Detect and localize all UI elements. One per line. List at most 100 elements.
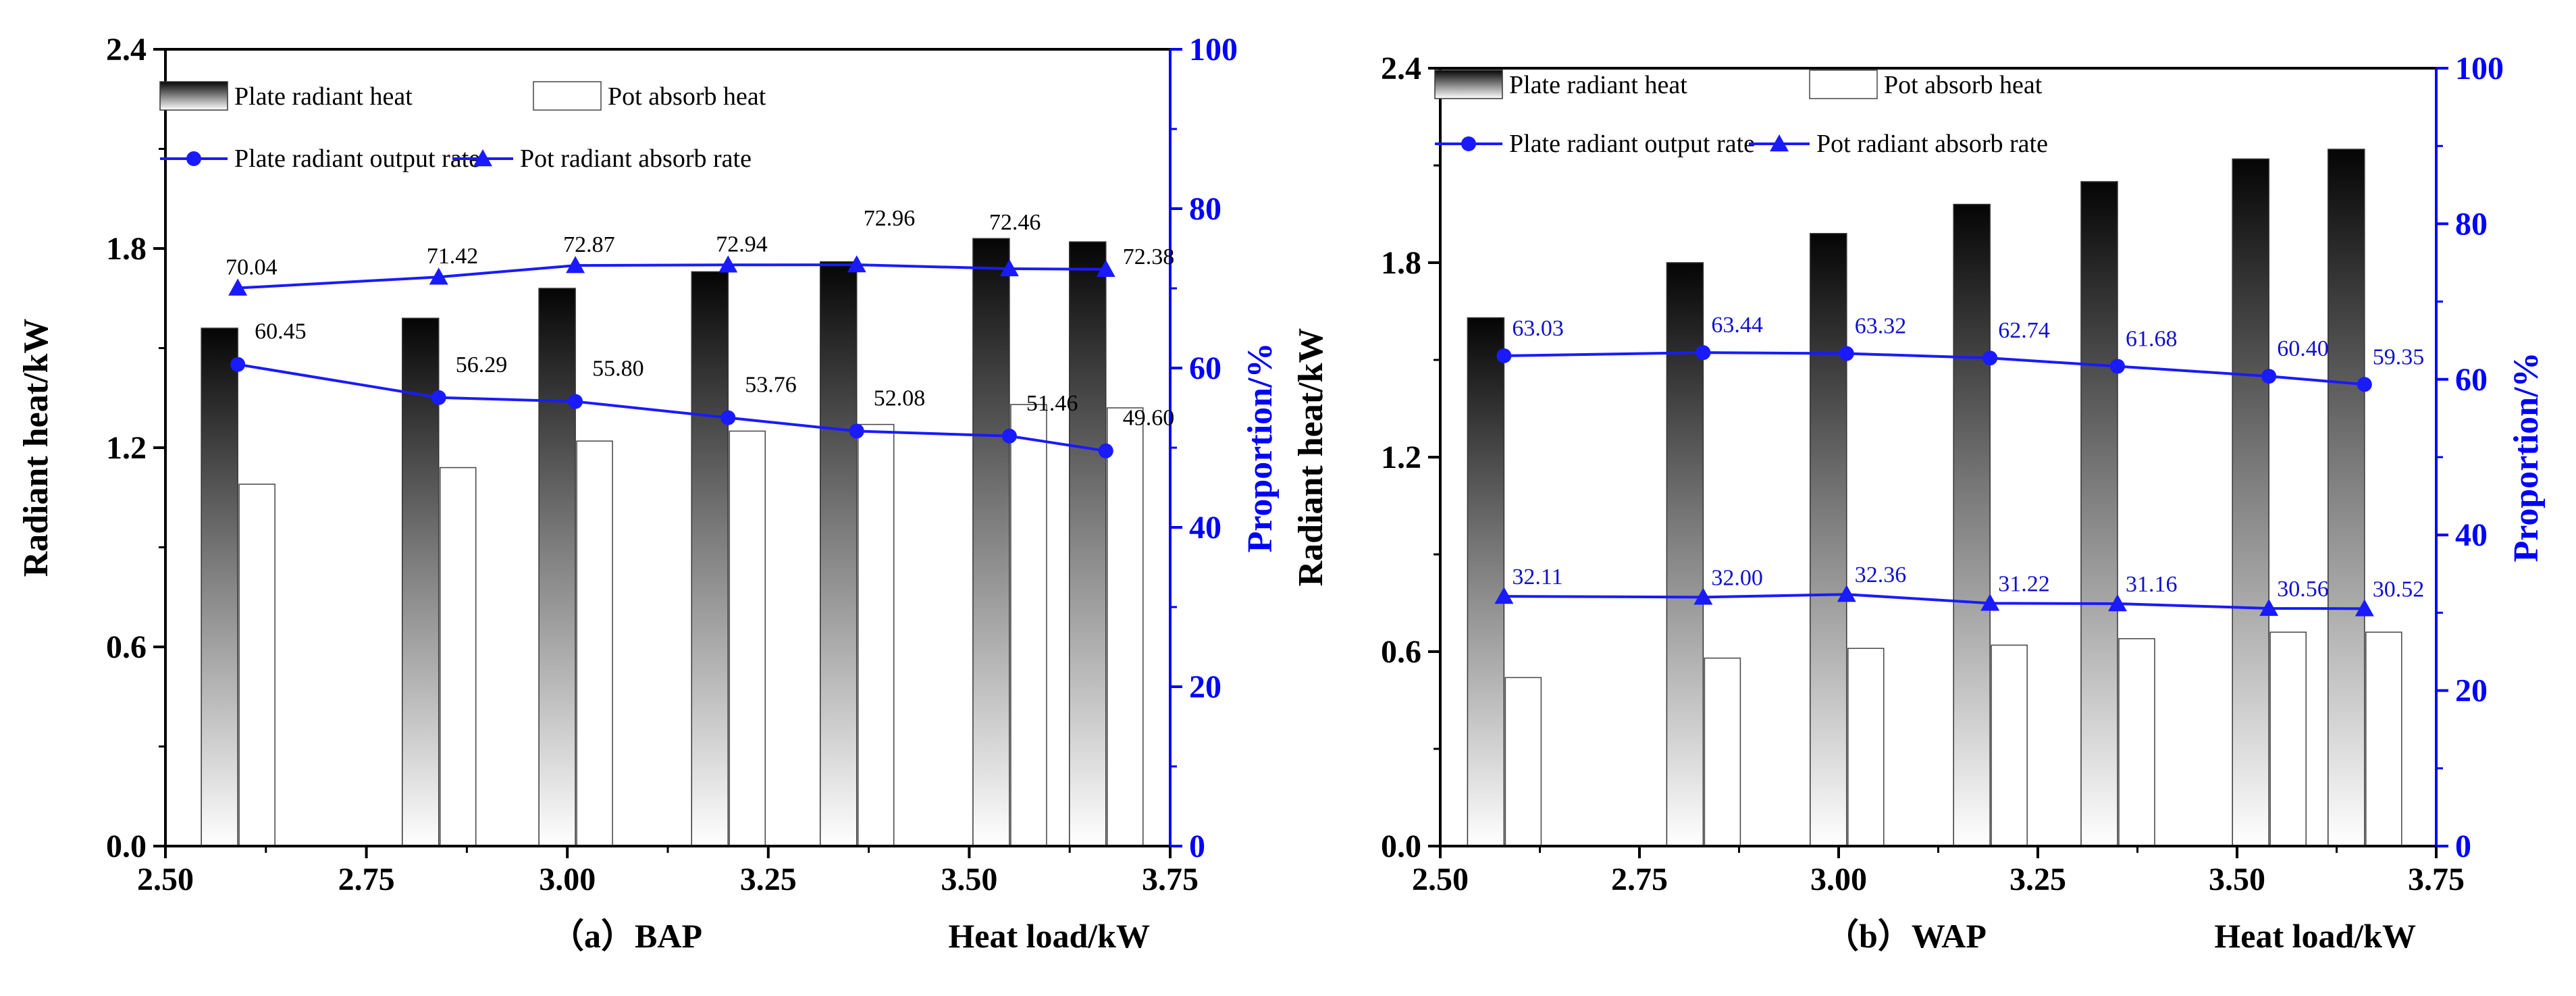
y2-tick-label: 40 xyxy=(2455,517,2488,553)
triangle-marker xyxy=(1096,259,1115,278)
pot-absorb-heat-bars xyxy=(238,404,1144,847)
x-tick-label: 3.00 xyxy=(539,862,596,897)
circle-marker xyxy=(431,390,446,405)
triangle-marker xyxy=(847,255,866,273)
data-label: 71.42 xyxy=(427,244,479,269)
data-label: 72.38 xyxy=(1123,244,1175,269)
data-label: 49.60 xyxy=(1123,406,1175,431)
panel-label: （a）BAP xyxy=(550,917,702,955)
plate-radiant-heat-bar xyxy=(538,288,576,847)
pot-absorb-heat-bar xyxy=(729,430,766,847)
triangle-marker xyxy=(1693,587,1713,605)
circle-line-data-labels: 63.03 63.44 63.32 62.74 61.68 60.40 59.3… xyxy=(1512,313,2424,369)
y2-axis-label: Proportion/% xyxy=(1241,342,1280,552)
y-tick-labels: 0.0 0.6 1.2 1.8 2.4 xyxy=(1381,51,1421,864)
plate-radiant-heat-bar xyxy=(1810,233,1847,847)
y-axis-label: Radiant heat/kW xyxy=(17,319,55,577)
y2-tick-label: 100 xyxy=(1189,32,1238,68)
x-tick-label: 3.75 xyxy=(2408,862,2465,897)
data-label: 53.76 xyxy=(745,373,797,398)
data-label: 30.56 xyxy=(2277,577,2329,602)
plate-radiant-heat-bar xyxy=(2232,158,2269,847)
plate-radiant-heat-bar xyxy=(1666,262,1704,847)
rate-lines xyxy=(228,255,1115,458)
triangle-line-data-labels: 70.04 71.42 72.87 72.94 72.96 72.46 72.3… xyxy=(226,206,1174,280)
legend-swatch-triangle-line xyxy=(1749,134,1810,152)
legend-swatch-plate xyxy=(159,81,228,111)
pot-absorb-heat-bar xyxy=(1107,407,1144,847)
circle-marker xyxy=(1696,345,1711,361)
x-tick-label: 3.25 xyxy=(740,862,797,897)
circle-marker xyxy=(230,357,246,372)
data-label: 60.45 xyxy=(255,319,307,344)
circle-marker xyxy=(2357,377,2372,392)
circle-marker xyxy=(186,151,201,166)
y-tick-label: 2.4 xyxy=(1381,51,1421,86)
y-tick-label: 1.2 xyxy=(1381,440,1421,475)
legend-swatch-circle-line xyxy=(1435,136,1502,151)
x-tick-label: 2.75 xyxy=(338,862,395,897)
data-label: 32.00 xyxy=(1711,565,1763,590)
triangle-marker xyxy=(999,259,1019,277)
pot-absorb-heat-bar xyxy=(1847,648,1885,847)
legend-label: Pot radiant absorb rate xyxy=(1816,130,2048,158)
data-label: 72.96 xyxy=(864,206,916,231)
y2-tick-labels: 0 20 40 60 80 100 xyxy=(1189,32,1238,864)
circle-marker xyxy=(1461,136,1476,151)
pot-absorb-heat-bar xyxy=(1704,657,1741,847)
y-tick-label: 2.4 xyxy=(106,32,147,68)
triangle-marker xyxy=(1770,134,1789,152)
y2-tick-label: 0 xyxy=(1189,829,1205,864)
x-tick-label: 3.75 xyxy=(1142,862,1199,897)
data-label: 56.29 xyxy=(456,352,508,377)
triangle-marker xyxy=(1837,585,1856,602)
panel-a-bap: 2.50 2.75 3.00 3.25 3.50 3.75 0.0 0.6 1.… xyxy=(17,32,1280,955)
data-label: 51.46 xyxy=(1026,391,1078,416)
y2-tick-label: 80 xyxy=(1189,191,1221,227)
circle-marker xyxy=(1496,348,1512,363)
legend-label: Pot radiant absorb rate xyxy=(520,145,752,173)
triangle-marker xyxy=(2355,599,2374,617)
data-label: 72.94 xyxy=(716,232,768,257)
x-tick-label: 2.50 xyxy=(1412,862,1469,897)
data-label: 31.22 xyxy=(1998,571,2050,596)
plate-radiant-heat-bar xyxy=(401,317,440,847)
triangle-marker xyxy=(1980,594,2000,611)
y2-axis-label: Proportion/% xyxy=(2507,352,2546,562)
y-axis-label: Radiant heat/kW xyxy=(1292,328,1330,587)
legend-label: Plate radiant output rate xyxy=(1509,130,1755,158)
panel-label: （b）WAP xyxy=(1825,917,1987,955)
pot-absorb-heat-bar xyxy=(576,440,613,847)
plate-radiant-heat-bar xyxy=(691,271,729,847)
pot-absorb-heat-bar xyxy=(1010,404,1047,847)
circle-marker xyxy=(2261,369,2277,384)
y2-tick-label: 20 xyxy=(2455,673,2488,709)
y2-tick-label: 40 xyxy=(1189,510,1221,546)
circle-marker xyxy=(1098,443,1113,458)
axes-frame xyxy=(153,48,1182,858)
circle-line-data-labels: 60.45 56.29 55.80 53.76 52.08 51.46 49.6… xyxy=(255,319,1174,431)
x-tick-labels: 2.50 2.75 3.00 3.25 3.50 3.75 xyxy=(1412,862,2465,897)
axes-frame xyxy=(1428,67,2448,858)
x-tick-label: 3.00 xyxy=(1810,862,1867,897)
data-label: 63.44 xyxy=(1711,313,1763,338)
y-tick-label: 1.8 xyxy=(1381,245,1421,281)
plate-radiant-heat-bar xyxy=(2328,149,2365,847)
circle-marker xyxy=(1839,346,1854,361)
circle-marker xyxy=(1982,350,1998,366)
data-label: 59.35 xyxy=(2373,344,2425,369)
x-tick-label: 3.25 xyxy=(2009,862,2066,897)
pot-absorb-heat-bar xyxy=(2269,631,2307,847)
y-tick-label: 0.6 xyxy=(106,629,147,665)
triangle-line-data-labels: 32.11 32.00 32.36 31.22 31.16 30.56 30.5… xyxy=(1512,562,2424,602)
pot-absorb-heat-bar xyxy=(2118,638,2155,847)
circle-marker xyxy=(1001,428,1017,444)
data-label: 30.52 xyxy=(2373,577,2425,602)
plate-radiant-heat-bars xyxy=(201,238,1107,847)
legend-label: Pot absorb heat xyxy=(1884,71,2043,99)
legend-label: Pot absorb heat xyxy=(608,82,766,111)
legend-swatch-triangle-line xyxy=(452,149,513,167)
triangle-marker xyxy=(228,278,248,296)
legend-swatch-circle-line xyxy=(160,151,228,166)
